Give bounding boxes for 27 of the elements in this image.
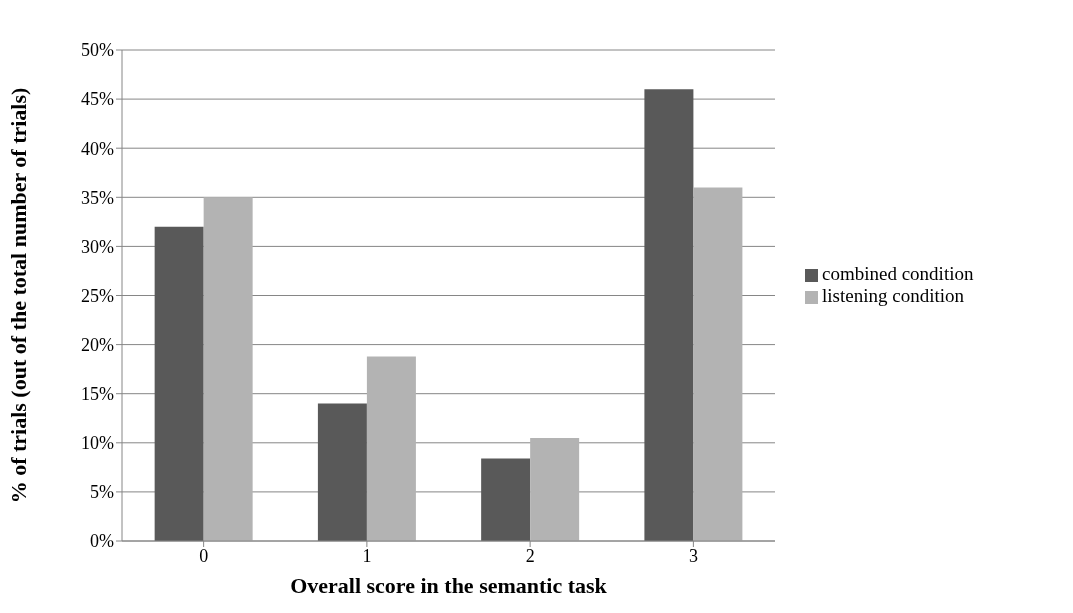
y-axis-title: % of trials (out of the total number of trials) [5,87,31,504]
y-tick-label: 35% [81,187,114,208]
x-axis-title: Overall score in the semantic task [290,573,608,598]
bar [481,458,531,541]
legend-label: combined condition [822,263,974,284]
y-tick-label: 5% [90,482,114,503]
legend-label: listening condition [822,285,964,306]
y-tick-label: 45% [81,89,114,110]
bar [203,197,253,541]
x-tick-label: 0 [199,545,209,566]
y-tick-label: 40% [81,138,114,159]
bar [317,403,367,541]
bar [530,437,580,541]
bar [644,89,694,541]
bar [693,187,743,541]
y-tick-label: 15% [81,384,114,405]
x-tick-label: 3 [688,545,698,566]
y-tick-label: 20% [81,334,114,355]
x-tick-label: 1 [362,545,372,566]
y-tick-label: 10% [81,433,114,454]
x-tick-label: 2 [525,545,535,566]
y-tick-label: 30% [81,236,114,257]
bar [154,226,204,541]
y-tick-label: 25% [81,285,114,306]
y-tick-label: 0% [90,531,114,552]
bar [366,356,416,541]
y-tick-label: 50% [81,40,114,61]
